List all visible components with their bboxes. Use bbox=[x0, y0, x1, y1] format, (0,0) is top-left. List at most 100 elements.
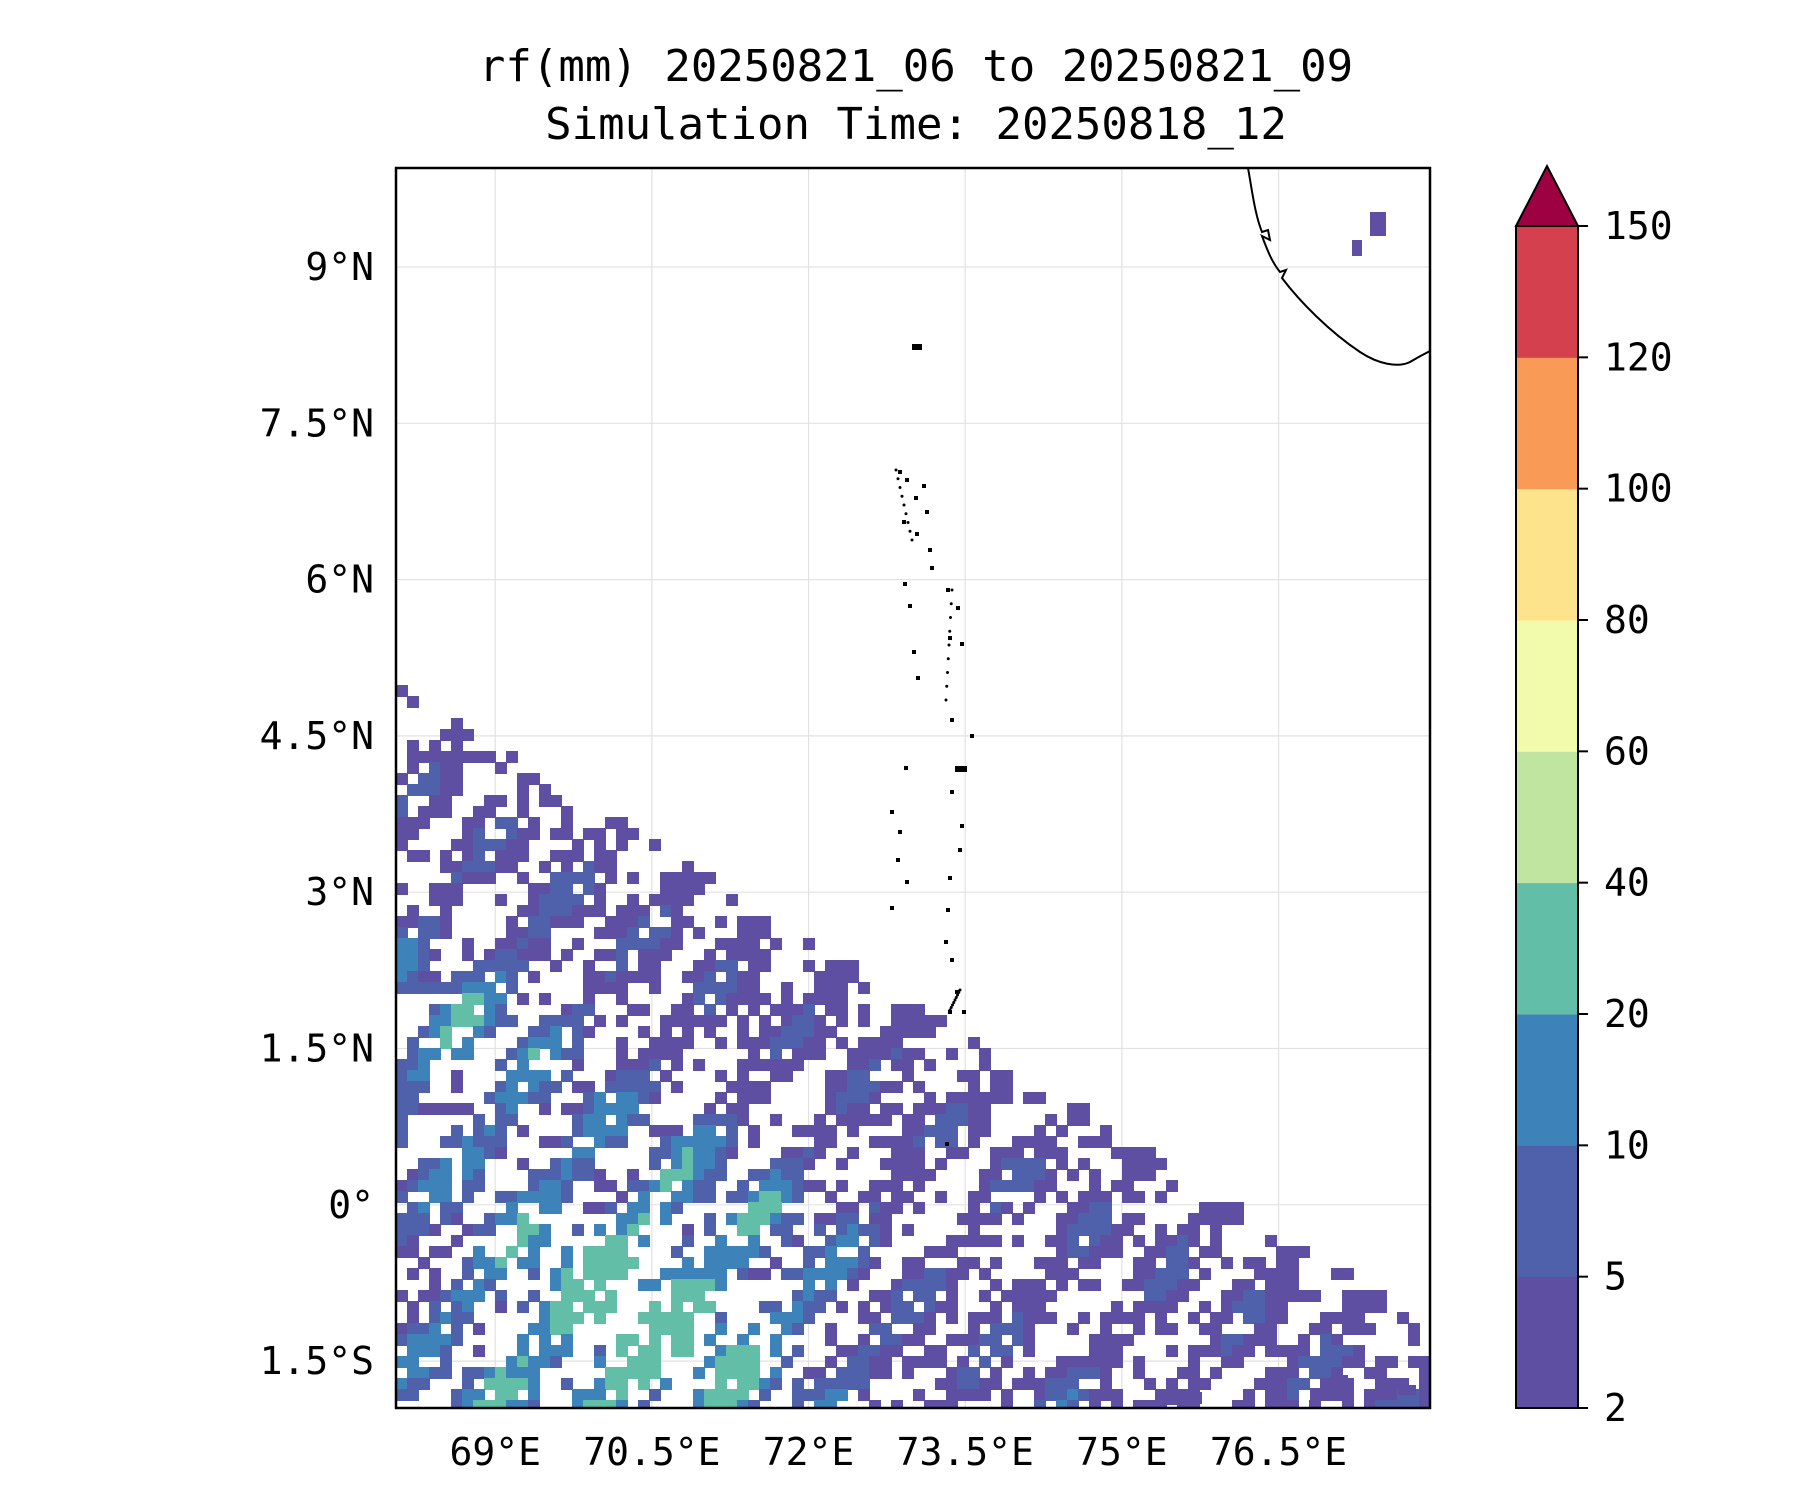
island-dot bbox=[925, 510, 929, 514]
rain-cell bbox=[495, 1125, 507, 1137]
colorbar-tick-label: 60 bbox=[1604, 729, 1650, 773]
rain-cell bbox=[1155, 1246, 1167, 1258]
rain-cell bbox=[594, 905, 606, 917]
rain-cell bbox=[583, 1004, 595, 1016]
rain-cell bbox=[451, 1048, 463, 1060]
island-dot bbox=[946, 671, 949, 674]
rain-cell bbox=[924, 1345, 936, 1357]
rain-cell bbox=[1078, 1279, 1090, 1291]
rain-cell bbox=[1067, 1235, 1079, 1247]
rain-cell bbox=[572, 839, 584, 851]
rain-cell bbox=[847, 1147, 859, 1159]
rain-cell bbox=[594, 1268, 606, 1280]
rain-cell bbox=[704, 971, 716, 983]
rain-cell bbox=[770, 1345, 782, 1357]
rain-cell bbox=[451, 729, 463, 741]
rain-cell bbox=[704, 1356, 716, 1368]
rain-cell bbox=[1342, 1400, 1354, 1408]
rain-cell bbox=[660, 1323, 672, 1335]
rain-cell bbox=[902, 1125, 914, 1137]
rain-cell bbox=[418, 1169, 430, 1181]
island-dot bbox=[944, 940, 948, 944]
rain-cell bbox=[1111, 1334, 1123, 1346]
rain-cell bbox=[968, 1323, 980, 1335]
rain-cell bbox=[979, 1103, 991, 1115]
rain-cell bbox=[704, 1257, 716, 1269]
rain-cell bbox=[1408, 1400, 1420, 1408]
rain-cell bbox=[715, 1147, 727, 1159]
rain-cell bbox=[814, 1147, 826, 1159]
rain-cell bbox=[1386, 1400, 1398, 1408]
rain-cell bbox=[561, 1290, 573, 1302]
rain-cell bbox=[1199, 1378, 1211, 1390]
rain-cell bbox=[1166, 1180, 1178, 1192]
rain-cell bbox=[451, 1136, 463, 1148]
rain-cell bbox=[1056, 1246, 1068, 1258]
rain-cell bbox=[506, 751, 518, 763]
rain-cell bbox=[616, 1213, 628, 1225]
rain-cell bbox=[561, 1004, 573, 1016]
rain-cell bbox=[825, 1070, 837, 1082]
rain-cell bbox=[396, 1114, 408, 1126]
rain-cell bbox=[891, 1290, 903, 1302]
rain-cell bbox=[1089, 1367, 1101, 1379]
rain-cell bbox=[550, 1081, 562, 1093]
rain-cell bbox=[517, 1224, 529, 1236]
rain-cell bbox=[429, 971, 441, 983]
rain-cell bbox=[462, 971, 474, 983]
rain-cell bbox=[473, 1136, 485, 1148]
rain-cell bbox=[671, 883, 683, 895]
rain-cell bbox=[726, 1114, 738, 1126]
rain-cell bbox=[1078, 1158, 1090, 1170]
rain-cell bbox=[891, 1147, 903, 1159]
rain-cell bbox=[506, 1202, 518, 1214]
rain-cell bbox=[1023, 1169, 1035, 1181]
rain-cell bbox=[418, 1202, 430, 1214]
rain-cell bbox=[616, 971, 628, 983]
rain-cell bbox=[902, 1004, 914, 1016]
rain-cell bbox=[1133, 1191, 1145, 1203]
rain-cell bbox=[1155, 1191, 1167, 1203]
rain-cell bbox=[1122, 1191, 1134, 1203]
rain-cell bbox=[396, 1059, 408, 1071]
rain-cell bbox=[605, 971, 617, 983]
rain-cell bbox=[836, 1224, 848, 1236]
rain-cell bbox=[1177, 1224, 1189, 1236]
rain-cell bbox=[1232, 1290, 1244, 1302]
rain-cell bbox=[869, 1224, 881, 1236]
rain-cell bbox=[429, 982, 441, 994]
rain-cell bbox=[704, 1103, 716, 1115]
rain-cell bbox=[880, 1136, 892, 1148]
rain-cell bbox=[550, 1037, 562, 1049]
rain-cell bbox=[462, 938, 474, 950]
rain-cell bbox=[1078, 1389, 1090, 1401]
rain-cell bbox=[660, 927, 672, 939]
rain-cell bbox=[946, 1367, 958, 1379]
rain-cell bbox=[660, 949, 672, 961]
rain-cell bbox=[847, 1092, 859, 1104]
rain-cell bbox=[528, 883, 540, 895]
rain-cell bbox=[1232, 1202, 1244, 1214]
rain-cell bbox=[1023, 1279, 1035, 1291]
rain-cell bbox=[671, 1136, 683, 1148]
rain-cell bbox=[418, 982, 430, 994]
rain-cell bbox=[1199, 1202, 1211, 1214]
rain-cell bbox=[726, 1147, 738, 1159]
rain-cell bbox=[693, 1290, 705, 1302]
island-dot bbox=[898, 830, 902, 834]
rain-cell bbox=[1276, 1312, 1288, 1324]
rain-cell bbox=[495, 1213, 507, 1225]
rain-cell bbox=[902, 1169, 914, 1181]
rain-cell bbox=[869, 1081, 881, 1093]
colorbar-tick-label: 80 bbox=[1604, 598, 1650, 642]
rain-cell bbox=[407, 1312, 419, 1324]
rain-cell bbox=[583, 1158, 595, 1170]
rain-cell bbox=[572, 1037, 584, 1049]
rain-cell bbox=[396, 1103, 408, 1115]
island-dot bbox=[960, 642, 964, 646]
rain-cell bbox=[407, 1235, 419, 1247]
rain-cell bbox=[1166, 1268, 1178, 1280]
rain-cell bbox=[440, 894, 452, 906]
rain-cell bbox=[1310, 1388, 1324, 1400]
rain-cell bbox=[814, 1136, 826, 1148]
